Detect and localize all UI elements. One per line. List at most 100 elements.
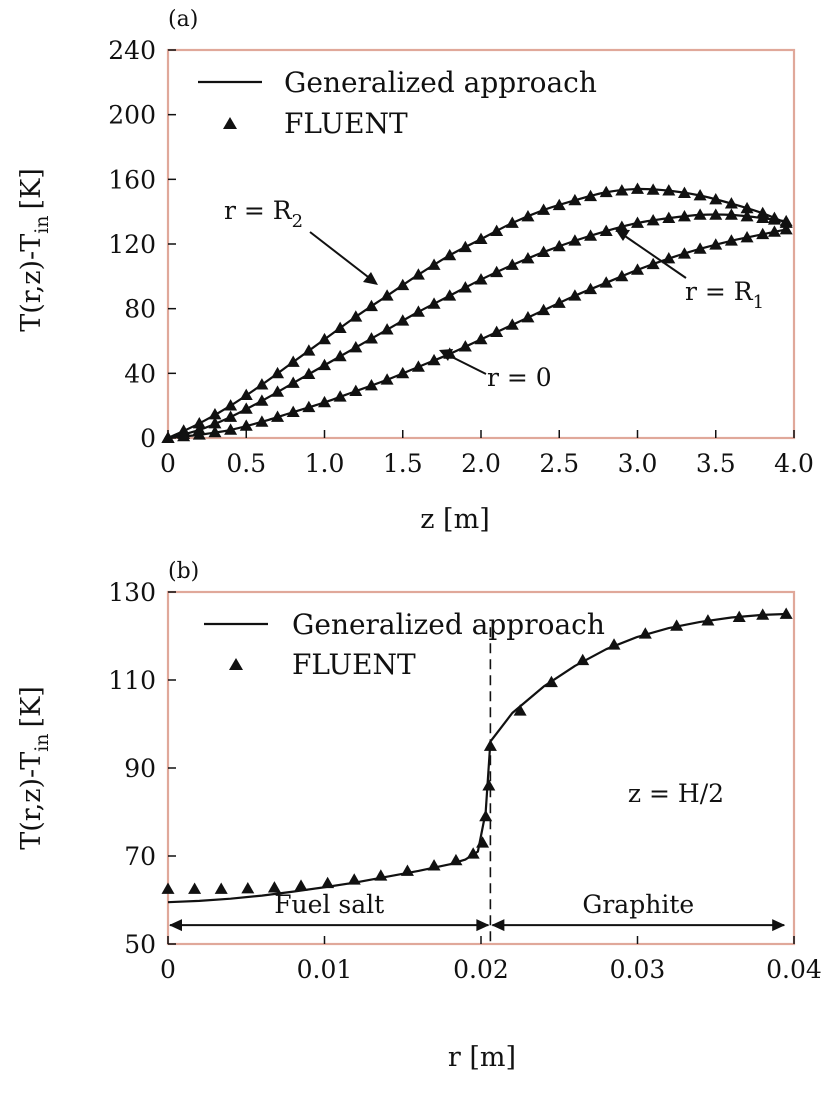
panel-a-fluent-marker xyxy=(302,367,316,380)
panel-a-fluent-marker xyxy=(271,385,285,397)
panel-a-fluent-marker xyxy=(584,282,598,295)
panel-a-legend-marker-sample xyxy=(223,117,237,129)
panel-b-fluent-marker xyxy=(732,610,746,622)
panel-b-y-tick-label: 50 xyxy=(124,930,156,959)
panel-a-fluent-marker xyxy=(740,210,754,222)
panel-a-fluent-marker xyxy=(224,410,238,422)
panel-a-fluent-marker xyxy=(662,184,676,196)
panel-a-fluent-marker xyxy=(709,208,723,220)
panel-a-fluent-marker xyxy=(584,229,598,241)
panel-b-region-label: Graphite xyxy=(582,890,694,919)
panel-b-fluent-marker xyxy=(188,882,202,894)
panel-a-fluent-marker xyxy=(552,239,566,252)
panel-a-fluent-marker xyxy=(427,258,441,270)
panel-a-fluent-marker xyxy=(537,245,551,257)
panel-b-fluent-marker xyxy=(638,627,652,639)
panel-a-fluent-marker xyxy=(740,201,754,214)
panel-a-fluent-marker xyxy=(677,247,691,259)
panel-a-fluent-marker xyxy=(709,193,723,205)
panel-b-fluent-marker xyxy=(670,619,684,631)
panel-a-fluent-marker xyxy=(318,358,331,371)
panel-b-x-tick-label: 0.02 xyxy=(453,955,509,984)
panel-a-fluent-marker xyxy=(411,305,425,317)
panel-a-fluent-marker xyxy=(724,197,738,209)
panel-a-x-axis-label: z [m] xyxy=(420,504,489,535)
panel-b-fluent-marker xyxy=(466,847,480,859)
panel-a-fluent-marker xyxy=(271,366,285,379)
panel-a-x-tick-label: 3.5 xyxy=(696,449,736,478)
panel-a-fluent-marker xyxy=(521,311,535,323)
panel-a-fluent-marker xyxy=(192,428,206,440)
panel-a-fluent-marker xyxy=(552,198,566,211)
panel-a-arrowhead-r2 xyxy=(363,272,378,285)
panel-b-fluent-marker xyxy=(374,869,388,881)
panel-a-fluent-marker xyxy=(286,376,300,388)
panel-a-fluent-marker xyxy=(349,384,363,396)
panel-b-chart: (b) 0 0.01 0.02 0.03 0.04 50 70 90 110 130 Fuel s… xyxy=(16,559,822,1073)
panel-a-fluent-marker xyxy=(443,248,457,261)
panel-a-fluent-marker xyxy=(740,231,754,243)
panel-a-fluent-marker xyxy=(521,252,535,264)
panel-b-y-axis-label: T(r,z)-Tin[K] xyxy=(16,686,53,850)
panel-a-fluent-marker xyxy=(239,402,253,414)
panel-b-x-axis-label: r [m] xyxy=(448,1042,516,1073)
panel-b-fluent-marker xyxy=(321,876,335,889)
panel-a-fluent-marker xyxy=(599,276,613,288)
panel-a-fluent-marker xyxy=(177,429,191,442)
panel-a-fluent-marker xyxy=(756,211,770,224)
panel-a-fluent-marker xyxy=(474,273,488,285)
panel-a-fluent-marker xyxy=(333,349,347,362)
panel-a-fluent-marker xyxy=(458,340,472,352)
panel-a-fluent-marker xyxy=(779,214,793,227)
panel-a-y-tick-label: 200 xyxy=(108,101,156,130)
panel-a-fluent-marker xyxy=(380,323,394,335)
panel-a-fluent-marker xyxy=(380,373,394,385)
panel-b-x-tick-label: 0.01 xyxy=(297,955,353,984)
panel-a-fluent-marker xyxy=(427,297,441,309)
panel-a-y-tick-label: 40 xyxy=(124,359,156,388)
panel-a-series-curve-2 xyxy=(167,228,787,440)
panel-b-fluent-marker xyxy=(476,836,490,848)
panel-b-fluent-marker xyxy=(427,859,441,871)
panel-a-fluent-marker xyxy=(411,268,425,280)
panel-a-fluent-marker xyxy=(302,400,316,413)
panel-a-x-tick-label: 0.5 xyxy=(226,449,266,478)
panel-b-fluent-marker xyxy=(449,853,463,866)
panel-a-fluent-marker xyxy=(677,210,691,222)
panel-a-fluent-marker xyxy=(380,289,394,301)
panel-a-fluent-marker xyxy=(286,405,300,418)
panel-a-arrowhead-r0 xyxy=(439,349,453,361)
panel-a-annotation-r1: r = R1 xyxy=(685,277,764,313)
panel-a-fluent-marker xyxy=(458,281,472,293)
panel-b-plot-frame xyxy=(166,590,796,946)
panel-a-x-tick-label: 2.0 xyxy=(461,449,501,478)
panel-a-x-tick-label: 0 xyxy=(160,449,176,478)
panel-a-markers xyxy=(161,182,793,443)
panel-a-fluent-marker xyxy=(224,399,238,411)
panel-b-fluent-marker xyxy=(576,653,590,666)
panel-a-fluent-marker xyxy=(631,263,644,275)
panel-a-fluent-marker xyxy=(474,232,488,245)
panel-a-fluent-marker xyxy=(364,332,378,344)
panel-b-region-arrowhead-right xyxy=(476,919,490,932)
panel-a-fluent-marker xyxy=(333,321,347,333)
panel-a-fluent-marker xyxy=(286,355,300,367)
panel-a-fluent-marker xyxy=(161,431,175,443)
panel-a-fluent-marker xyxy=(615,220,629,232)
panel-a-arrow-r1 xyxy=(621,233,687,279)
panel-b-fluent-marker xyxy=(161,882,175,894)
panel-a-fluent-marker xyxy=(537,303,551,316)
panel-a-fluent-marker xyxy=(396,366,410,379)
panel-b-region-arrowhead-left xyxy=(169,919,182,932)
panel-a-annotation-r2: r = R2 xyxy=(224,196,303,232)
panel-a-arrow-r2 xyxy=(309,231,373,281)
panel-b-fluent-marker xyxy=(544,675,558,688)
panel-a-annotation-r0: r = 0 xyxy=(487,363,552,392)
panel-a-fluent-marker xyxy=(537,203,551,215)
panel-a-fluent-marker xyxy=(255,378,269,390)
panel-a-fluent-marker xyxy=(677,186,691,198)
panel-a-y-tick-label: 80 xyxy=(124,295,156,324)
panel-a-x-tick-label: 2.5 xyxy=(539,449,579,478)
panel-a-fluent-marker xyxy=(693,189,707,201)
